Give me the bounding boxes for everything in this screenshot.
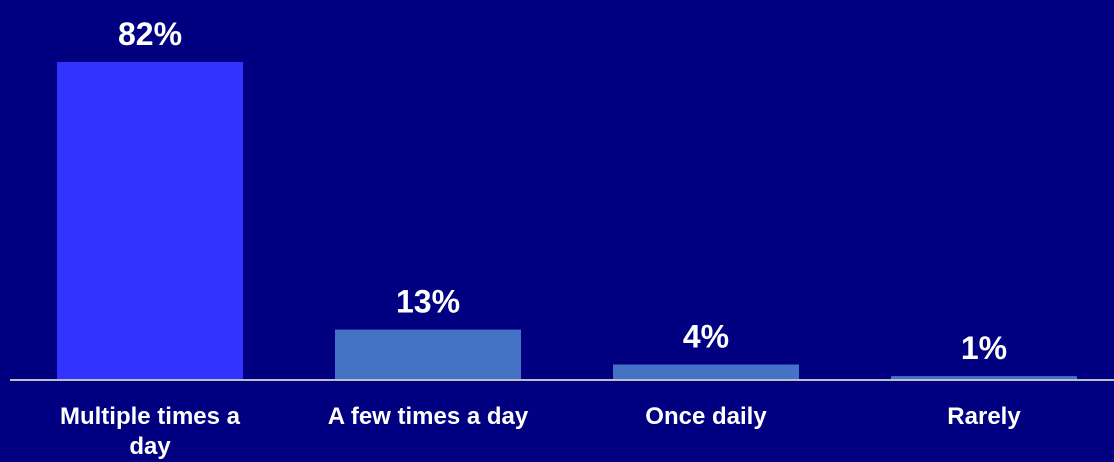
bars-layer: [57, 62, 1077, 380]
value-label-3: 1%: [961, 330, 1007, 366]
bar-2: [613, 364, 799, 380]
value-label-2: 4%: [683, 318, 729, 354]
category-label-0: Multiple times a day: [60, 403, 241, 460]
category-label-3: Rarely: [947, 403, 1021, 430]
value-labels-layer: 82% 13% 4% 1%: [118, 16, 1007, 366]
category-label-1: A few times a day: [328, 403, 529, 430]
value-label-0: 82%: [118, 16, 182, 52]
category-label-2: Once daily: [645, 403, 767, 430]
bar-3: [891, 376, 1077, 380]
bar-1: [335, 329, 521, 380]
bar-0: [57, 62, 243, 380]
value-label-1: 13%: [396, 284, 460, 320]
category-labels-layer: Multiple times a day A few times a day Once…: [60, 403, 1021, 460]
